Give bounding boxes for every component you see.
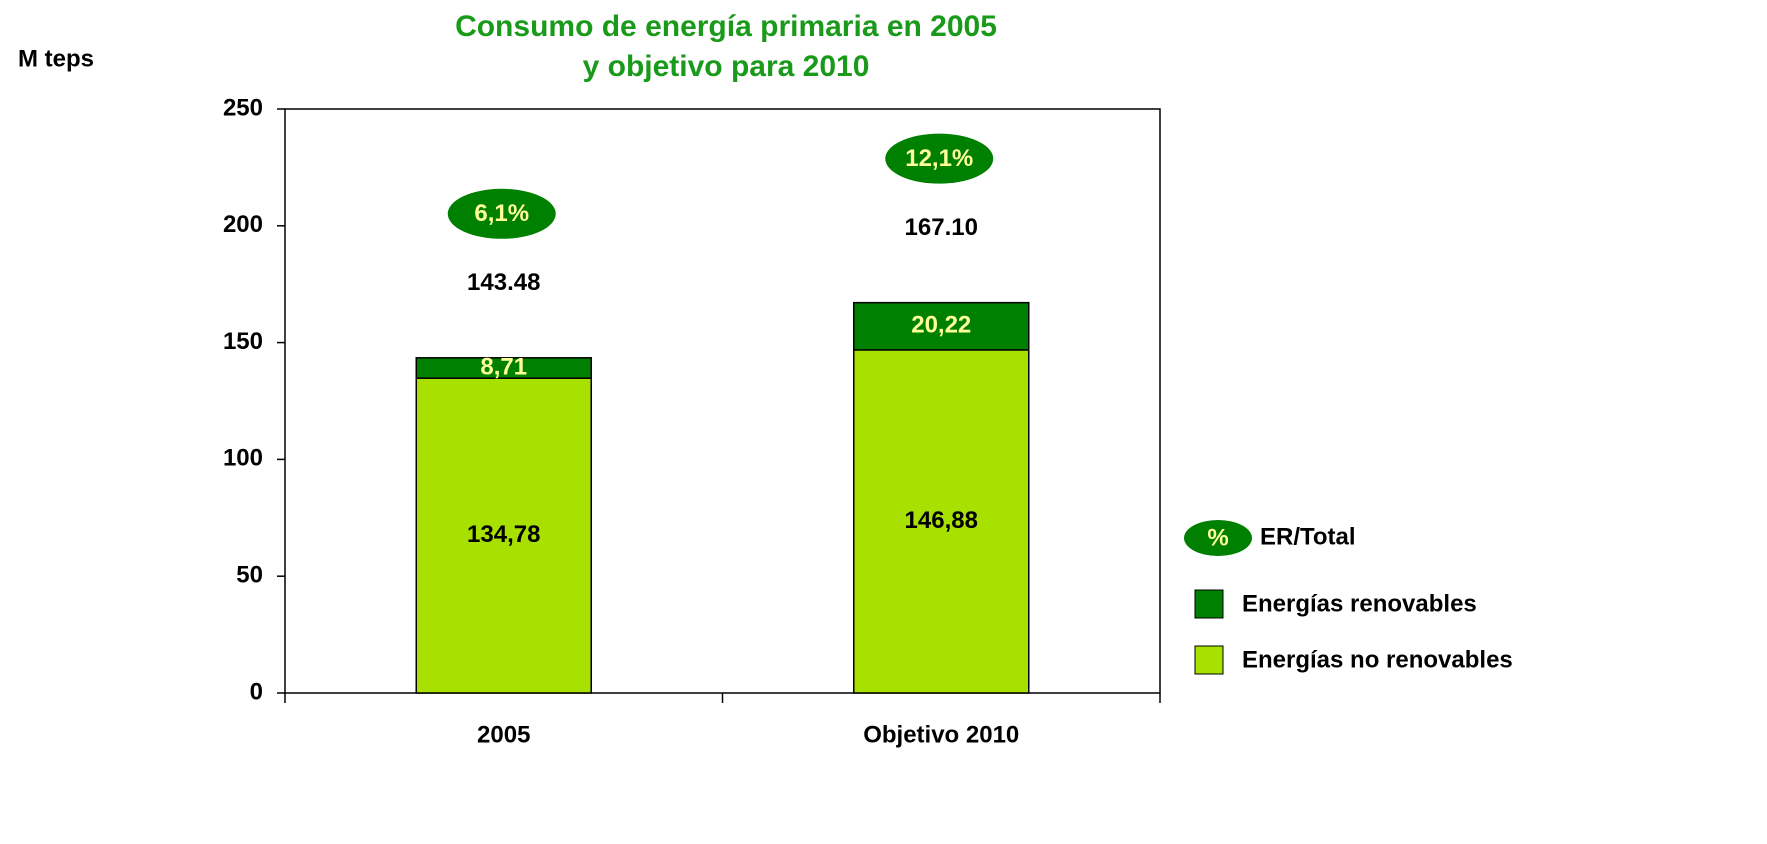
chart-title: Consumo de energía primaria en 2005 — [455, 10, 997, 43]
bar-segment — [415, 377, 592, 694]
y-tick-label: 200 — [223, 211, 263, 238]
x-tick-label: Objetivo 2010 — [863, 721, 1019, 748]
y-tick-label: 50 — [236, 562, 263, 589]
total-label: 167.10 — [905, 214, 978, 241]
total-label: 143.48 — [467, 269, 540, 296]
legend-badge — [1184, 520, 1252, 556]
share-badge — [447, 188, 556, 239]
legend-swatch — [1194, 645, 1224, 675]
value-label: 146,88 — [905, 507, 978, 534]
value-label: 8,71 — [480, 353, 527, 380]
legend-label: Energías no renovables — [1242, 646, 1513, 673]
y-tick-label: 100 — [223, 445, 263, 472]
value-label: 20,22 — [911, 312, 971, 339]
legend-badge-text: % — [1207, 524, 1228, 551]
y-tick-label: 150 — [223, 328, 263, 355]
x-tick-label: 2005 — [477, 721, 530, 748]
share-label: 6,1% — [474, 200, 529, 227]
y-tick-label: 0 — [250, 678, 263, 705]
bar-segment — [415, 357, 592, 379]
y-tick-label: 250 — [223, 94, 263, 121]
y-axis-label: M teps — [18, 45, 94, 72]
bar-segment — [853, 349, 1030, 694]
legend-label: ER/Total — [1260, 523, 1356, 550]
share-label: 12,1% — [905, 145, 973, 172]
value-label: 134,78 — [467, 521, 540, 548]
share-badge — [885, 133, 994, 184]
legend-swatch — [1194, 589, 1224, 619]
legend-label: Energías renovables — [1242, 590, 1477, 617]
chart-title: y objetivo para 2010 — [583, 50, 870, 83]
bar-segment — [853, 301, 1030, 351]
